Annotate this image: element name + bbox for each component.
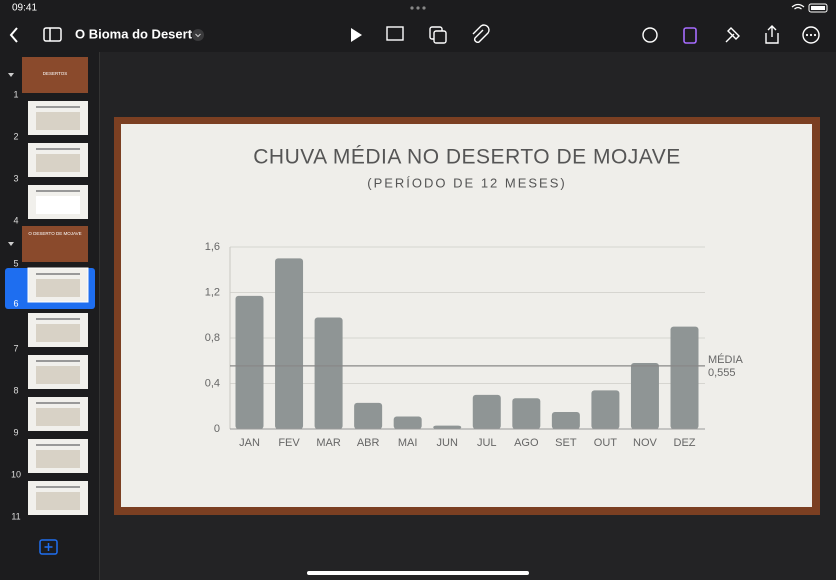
- more-dots: [805, 33, 817, 37]
- x-tick-label: SET: [555, 437, 577, 449]
- status-time: 09:41: [12, 3, 37, 14]
- slide-number: 5: [13, 258, 18, 268]
- bar: [512, 398, 541, 429]
- y-tick-label: 1,6: [205, 241, 220, 253]
- thumbnail-content: [36, 112, 80, 130]
- thumbnail-content: [36, 450, 80, 468]
- slide-navigator: DESERTOS 1 2 3 4 O DESERTO DE MOJAVE 5 6 7 8 9 10 11: [11, 57, 89, 521]
- thumbnail-line: [36, 318, 80, 320]
- bar: [630, 363, 659, 429]
- average-label: MÉDIA: [708, 353, 744, 366]
- slide-number: 4: [13, 215, 18, 225]
- bar: [314, 317, 343, 429]
- thumbnail-line: [36, 273, 80, 275]
- bar: [235, 295, 264, 429]
- share-button[interactable]: [765, 25, 779, 44]
- slide-number: 6: [13, 298, 18, 308]
- thumbnail-content: [36, 279, 80, 297]
- title-menu-chevron: [195, 33, 201, 38]
- chart-title: CHUVA MÉDIA NO DESERTO DE MOJAVE: [253, 146, 681, 169]
- bar: [670, 326, 699, 429]
- thumbnail-line: [36, 402, 80, 404]
- battery-level: [811, 6, 825, 10]
- average-value: 0,555: [708, 367, 736, 379]
- undo-button[interactable]: [642, 27, 658, 43]
- bar: [354, 402, 383, 429]
- slide-number: 8: [13, 385, 18, 395]
- thumbnail-title: DESERTOS: [43, 71, 68, 76]
- thumbnail-line: [36, 444, 80, 446]
- back-button[interactable]: [9, 27, 18, 43]
- multitask-dots[interactable]: [410, 6, 426, 10]
- slide-number: 9: [13, 427, 18, 437]
- add-slide-button[interactable]: [39, 539, 58, 555]
- bar: [275, 258, 304, 429]
- thumbnail-line: [36, 148, 80, 150]
- x-tick-label: MAR: [316, 437, 341, 449]
- document-title[interactable]: O Bioma do Deserto: [75, 26, 200, 41]
- home-indicator: [307, 571, 529, 575]
- shape-button-front: [433, 30, 447, 44]
- sidebar-toggle[interactable]: [43, 27, 62, 42]
- x-tick-label: JAN: [239, 437, 260, 449]
- format-button[interactable]: [683, 27, 697, 44]
- thumbnail-line: [36, 486, 80, 488]
- bar: [472, 394, 501, 429]
- x-tick-label: ABR: [357, 437, 380, 449]
- chart-subtitle: (PERÍODO DE 12 MESES): [367, 175, 566, 190]
- x-tick-label: JUL: [477, 437, 497, 449]
- thumbnail-line: [36, 190, 80, 192]
- slide-thumbnail[interactable]: [22, 57, 88, 93]
- slide-number: 1: [13, 89, 18, 99]
- thumbnail-title: O DESERTO DE MOJAVE: [28, 231, 81, 236]
- chart: 0 0,4 0,8 1,2 1,6 JAN FEV MAR ABR MAI JUN JUL AGO SET…: [205, 241, 744, 449]
- slide-number: 2: [13, 131, 18, 141]
- thumbnail-content: [36, 324, 80, 342]
- animate-button[interactable]: [725, 27, 740, 43]
- bar: [433, 425, 462, 429]
- bar: [591, 390, 620, 429]
- slide-number: 3: [13, 173, 18, 183]
- bar: [551, 411, 580, 429]
- bar: [393, 416, 422, 429]
- add-slide-plus: [44, 543, 53, 551]
- battery: [808, 3, 828, 13]
- x-tick-label: FEV: [278, 437, 300, 449]
- thumbnail-content: [36, 408, 80, 426]
- slide-number: 7: [13, 343, 18, 353]
- wifi: [791, 3, 805, 10]
- table-button[interactable]: [386, 26, 404, 41]
- x-tick-label: JUN: [437, 437, 458, 449]
- y-tick-label: 0,8: [205, 332, 220, 344]
- media-button[interactable]: [472, 24, 490, 43]
- thumbnail-content: [36, 366, 80, 384]
- thumbnail-content: [36, 154, 80, 172]
- slide-number: 11: [11, 511, 20, 521]
- thumbnail-line: [36, 360, 80, 362]
- x-tick-label: OUT: [594, 437, 618, 449]
- slide-thumbnail[interactable]: [22, 226, 88, 262]
- x-tick-label: AGO: [514, 437, 539, 449]
- title-menu[interactable]: [192, 29, 204, 41]
- more-button[interactable]: [802, 26, 820, 44]
- x-tick-label: DEZ: [674, 437, 696, 449]
- y-tick-label: 1,2: [205, 286, 220, 298]
- thumbnail-line: [36, 106, 80, 108]
- x-tick-label: MAI: [398, 437, 418, 449]
- play-button[interactable]: [351, 28, 362, 42]
- y-tick-label: 0,4: [205, 377, 220, 389]
- thumbnail-content: [36, 196, 80, 214]
- thumbnail-content: [36, 492, 80, 510]
- x-tick-label: NOV: [633, 437, 658, 449]
- slide-number: 10: [11, 469, 21, 479]
- y-tick-label: 0: [214, 423, 220, 435]
